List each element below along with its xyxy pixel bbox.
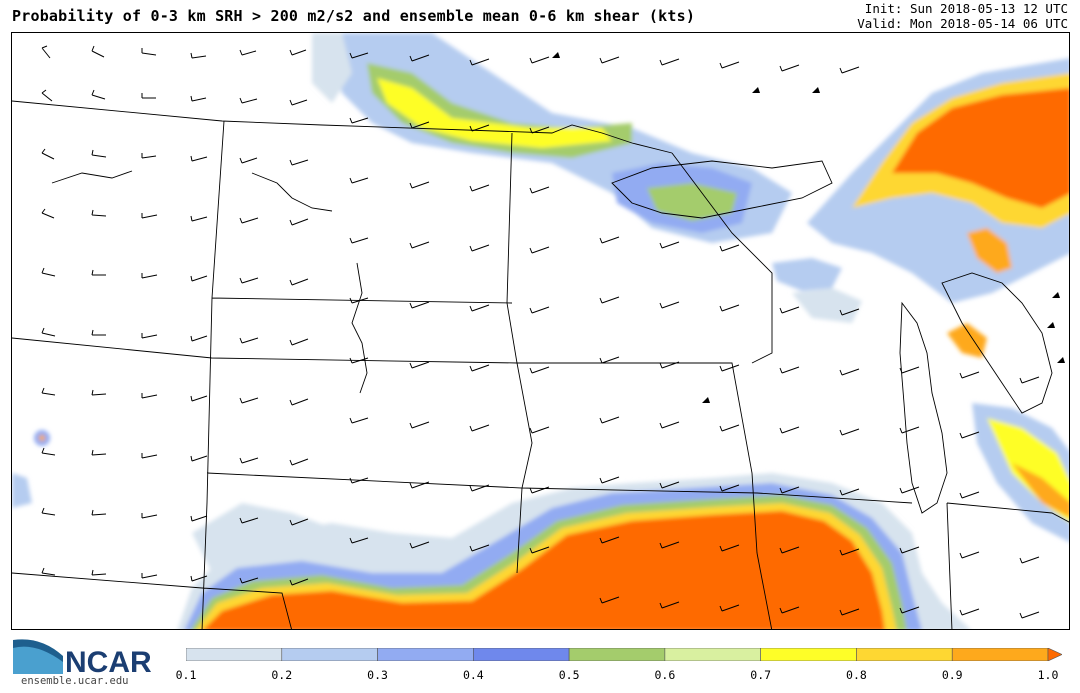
ncar-logo-swoosh-light <box>13 646 63 674</box>
west-blob-core <box>39 435 45 441</box>
river-south <box>351 262 368 394</box>
mid-blob-2 <box>792 288 862 323</box>
canada-border <box>12 100 673 154</box>
rivers-north <box>51 170 333 212</box>
ncar-logo: NCAR <box>13 639 152 679</box>
pennant-4 <box>702 397 710 403</box>
colorbar-segment <box>377 648 474 661</box>
ne-band-core <box>892 88 1069 208</box>
lake-superior <box>611 160 833 219</box>
colorbar-tick-label: 0.8 <box>846 668 867 682</box>
chart-title: Probability of 0-3 km SRH > 200 m2/s2 an… <box>12 7 696 25</box>
sw-band <box>192 503 332 573</box>
east-band-core <box>1012 463 1069 517</box>
valid-time: Valid: Mon 2018-05-14 06 UTC <box>857 16 1068 31</box>
colorbar-tick-label: 0.9 <box>941 668 963 682</box>
lake-michigan <box>899 301 948 514</box>
state-lines-east <box>671 152 1069 629</box>
colorbar-segment <box>856 648 953 661</box>
colorbar-segment <box>473 648 570 661</box>
pennant-3 <box>812 87 820 93</box>
colorbar-segment <box>568 648 666 661</box>
barbs-row-3 <box>41 148 309 166</box>
state-lines-west <box>12 120 523 629</box>
barbs-row-9 <box>41 507 309 526</box>
barbs-row-6 <box>41 327 309 346</box>
barbs-row-7 <box>41 387 309 406</box>
colorbar-tick-label: 0.6 <box>654 668 676 682</box>
colorbar-tick-label: 1.0 <box>1037 668 1059 682</box>
boundaries <box>12 100 1069 629</box>
time-info: Init: Sun 2018-05-13 12 UTC Valid: Mon 2… <box>857 1 1068 31</box>
south-band-core <box>204 511 885 629</box>
mid-band-green <box>647 183 737 221</box>
colorbar-tick-label: 0.1 <box>175 668 197 682</box>
north-band-yellow <box>377 78 612 148</box>
colorbar-extend-arrow <box>1047 648 1062 661</box>
colorbar-segment <box>186 648 283 661</box>
ncar-url: ensemble.ucar.edu <box>21 675 129 687</box>
colorbar-tick-label: 0.2 <box>271 668 293 682</box>
colorbar-tick-label: 0.4 <box>462 668 484 682</box>
west-edge-bit <box>12 473 32 508</box>
pennant-2 <box>752 87 760 93</box>
pennant-6 <box>1047 322 1055 328</box>
wind-barbs <box>41 45 1040 619</box>
map-panel <box>11 32 1070 630</box>
barbs-row-4 <box>41 208 309 226</box>
ncar-logo-text: NCAR <box>65 646 152 679</box>
barbs-east <box>599 56 1040 619</box>
colorbar-segment <box>281 648 378 661</box>
colorbar-segment <box>951 648 1049 661</box>
colorbar-segment <box>760 648 857 661</box>
barbs-row-1 <box>41 45 307 59</box>
barbs-row-10 <box>41 567 309 586</box>
mid-blob-1 <box>772 258 842 291</box>
map-svg <box>12 33 1069 629</box>
pennant-5 <box>1052 292 1060 298</box>
barbs-row-2 <box>41 89 308 106</box>
wind-pennants <box>552 52 1065 403</box>
north-west-strip <box>312 33 352 103</box>
barbs-central <box>349 52 550 554</box>
init-time: Init: Sun 2018-05-13 12 UTC <box>864 1 1068 16</box>
pennant-1 <box>552 52 560 58</box>
colorbar <box>186 648 1062 661</box>
colorbar-segment <box>664 648 761 661</box>
colorbar-tick-label: 0.7 <box>750 668 772 682</box>
pennant-7 <box>1057 357 1065 363</box>
probability-shading <box>12 33 1069 629</box>
colorbar-tick-label: 0.3 <box>367 668 388 682</box>
barbs-row-8 <box>41 447 309 466</box>
state-lines-central <box>506 132 913 629</box>
barbs-row-5 <box>41 267 309 286</box>
colorbar-tick-label: 0.5 <box>558 668 580 682</box>
lake-huron <box>941 272 1053 414</box>
